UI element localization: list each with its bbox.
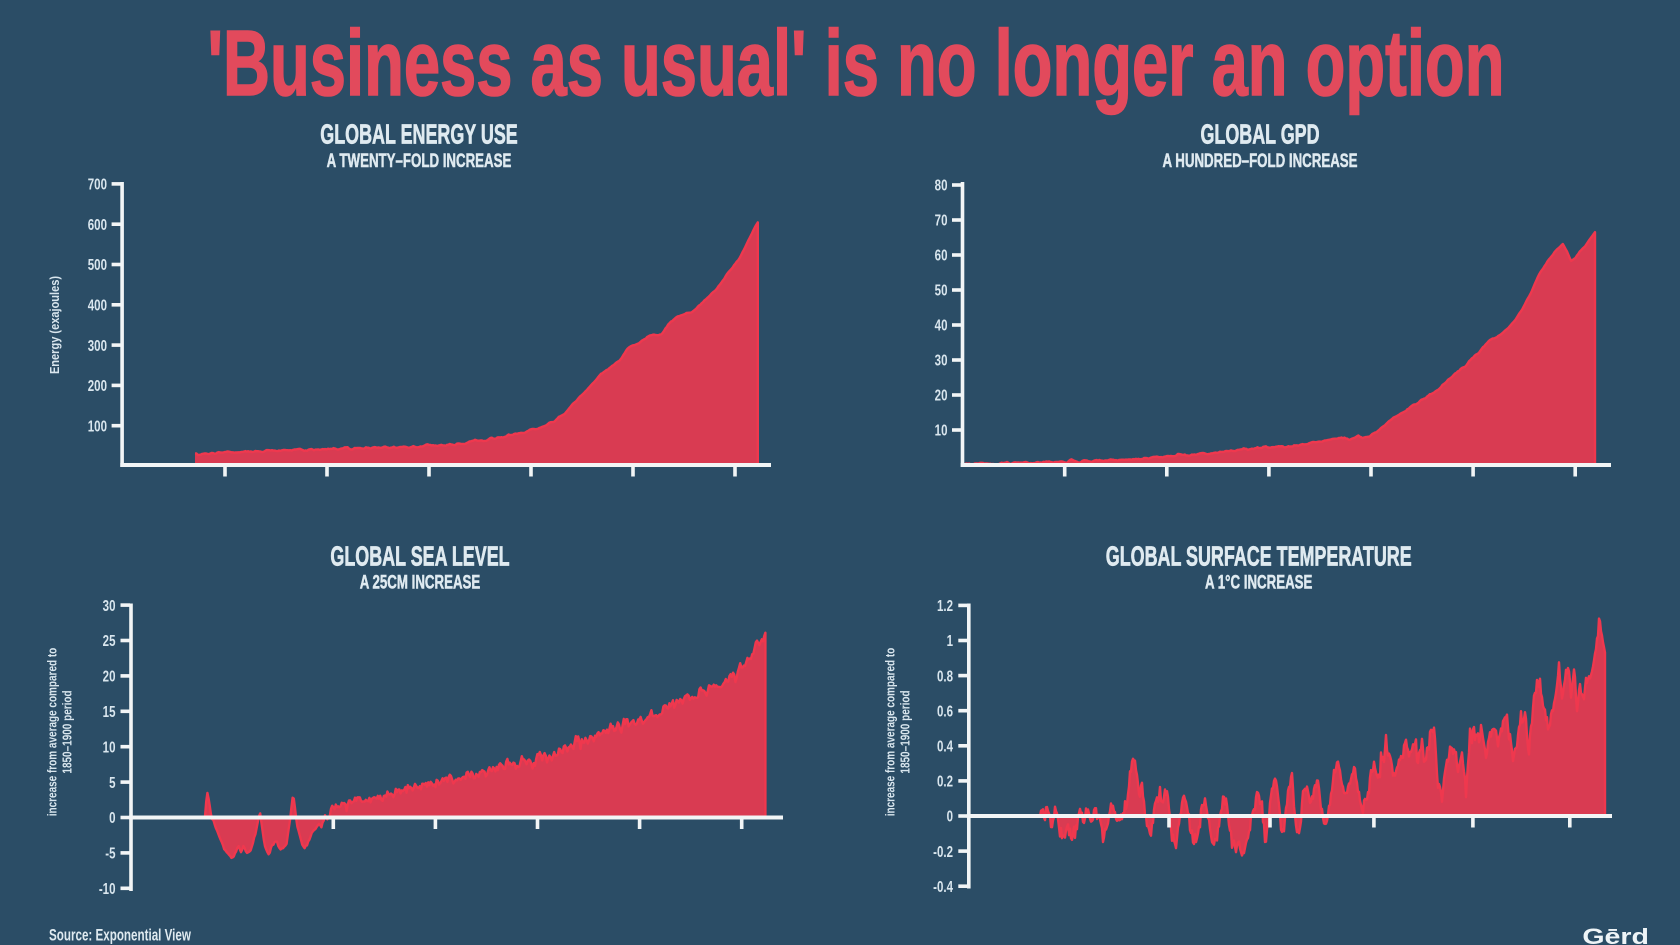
svg-text:increase from average compared: increase from average compared to (884, 648, 897, 817)
svg-text:0.6: 0.6 (937, 701, 953, 719)
svg-text:200: 200 (88, 376, 107, 394)
svg-text:A 1°C INCREASE: A 1°C INCREASE (1205, 572, 1312, 593)
svg-text:10: 10 (103, 737, 116, 755)
svg-text:0.2: 0.2 (937, 772, 953, 790)
svg-text:500: 500 (88, 255, 107, 273)
svg-text:1.2: 1.2 (937, 596, 953, 614)
svg-text:40: 40 (935, 316, 948, 334)
svg-text:GLOBAL SURFACE TEMPERATURE: GLOBAL SURFACE TEMPERATURE (1106, 540, 1412, 571)
svg-text:1850–1900 period: 1850–1900 period (61, 690, 74, 773)
svg-text:10: 10 (935, 421, 948, 439)
svg-text:20: 20 (103, 667, 116, 685)
svg-text:-5: -5 (105, 844, 115, 862)
svg-text:0: 0 (109, 808, 116, 826)
svg-text:0: 0 (947, 807, 954, 825)
svg-text:0.4: 0.4 (937, 737, 953, 755)
svg-text:60: 60 (935, 246, 948, 264)
svg-text:Source: Exponential View: Source: Exponential View (49, 927, 192, 945)
svg-text:A 25CM INCREASE: A 25CM INCREASE (360, 572, 481, 593)
svg-text:400: 400 (88, 296, 107, 314)
svg-text:100: 100 (88, 416, 107, 434)
svg-text:-10: -10 (99, 879, 116, 897)
svg-text:30: 30 (935, 351, 948, 369)
svg-text:GLOBAL SEA LEVEL: GLOBAL SEA LEVEL (330, 540, 509, 571)
svg-text:700: 700 (88, 175, 107, 193)
svg-text:15: 15 (103, 702, 116, 720)
svg-text:70: 70 (935, 211, 948, 229)
svg-text:5: 5 (109, 773, 116, 791)
svg-text:Energy (exajoules): Energy (exajoules) (47, 276, 62, 374)
svg-text:30: 30 (103, 596, 116, 614)
svg-text:-0.4: -0.4 (933, 877, 953, 895)
svg-text:'Business as usual' is no long: 'Business as usual' is no longer an opti… (208, 12, 1505, 116)
svg-text:GLOBAL GPD: GLOBAL GPD (1200, 118, 1319, 149)
svg-text:50: 50 (935, 281, 948, 299)
svg-text:GLOBAL ENERGY USE: GLOBAL ENERGY USE (320, 118, 517, 149)
svg-text:25: 25 (103, 631, 116, 649)
svg-text:Gērd: Gērd (1582, 925, 1649, 945)
svg-text:increase from average compared: increase from average compared to (46, 648, 59, 817)
svg-text:0.8: 0.8 (937, 666, 953, 684)
svg-text:-0.2: -0.2 (933, 842, 953, 860)
svg-text:1: 1 (947, 631, 954, 649)
svg-text:A TWENTY–FOLD INCREASE: A TWENTY–FOLD INCREASE (327, 151, 512, 172)
svg-text:20: 20 (935, 386, 948, 404)
svg-text:80: 80 (935, 176, 948, 194)
svg-text:600: 600 (88, 215, 107, 233)
svg-text:300: 300 (88, 336, 107, 354)
svg-text:1850–1900 period: 1850–1900 period (899, 690, 912, 773)
svg-text:A HUNDRED–FOLD INCREASE: A HUNDRED–FOLD INCREASE (1162, 151, 1357, 172)
